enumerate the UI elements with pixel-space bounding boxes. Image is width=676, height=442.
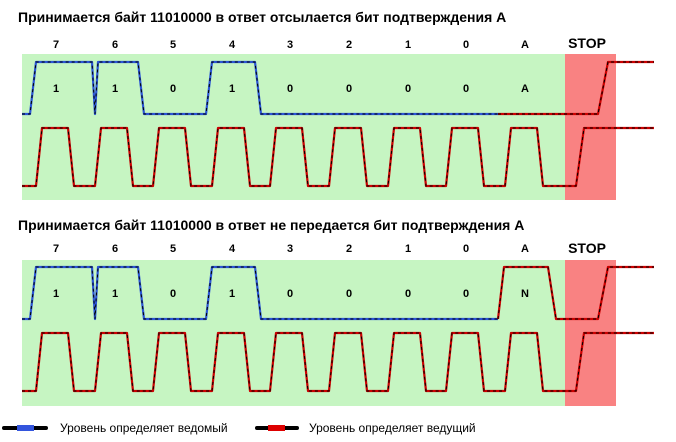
bit-value-label: 1: [112, 288, 118, 300]
bit-value-label: 0: [170, 83, 176, 95]
bit-number-row: 7 6 5 4 3 2 1 0 A: [53, 39, 529, 51]
bit-number-label: A: [521, 243, 529, 255]
bit-value-label: 0: [170, 288, 176, 300]
bit-value-label: 1: [229, 288, 235, 300]
bit-number-label: A: [521, 39, 529, 51]
bit-value-label: 0: [287, 288, 293, 300]
bit-number-label: 5: [170, 39, 176, 51]
stop-label: STOP: [568, 240, 606, 256]
bit-value-label: 0: [346, 288, 352, 300]
sda-slave-segment-dash: [22, 266, 498, 320]
bit-number-label: 7: [53, 39, 59, 51]
bit-number-label: 3: [287, 243, 293, 255]
bit-number-label: 3: [287, 39, 293, 51]
legend-slave-label: Уровень определяет ведомый: [60, 421, 228, 435]
bit-value-label: 1: [53, 83, 59, 95]
bit-value-label: 0: [405, 288, 411, 300]
scl-waveform: [22, 331, 654, 393]
sda-master-segment-dash: [498, 61, 654, 115]
bit-number-label: 2: [346, 39, 352, 51]
bit-value-row: 1 1 0 1 0 0 0 0 A: [53, 83, 529, 95]
legend: Уровень определяет ведомый Уровень опред…: [2, 421, 476, 435]
bit-value-label: 1: [229, 83, 235, 95]
bit-value-label: 1: [53, 288, 59, 300]
bit-number-label: 0: [463, 243, 469, 255]
bit-number-label: 4: [229, 243, 236, 255]
bit-number-label: 2: [346, 243, 352, 255]
scl-clock-line-dash: [22, 127, 654, 187]
bit-number-label: 0: [463, 39, 469, 51]
panel-title: Принимается байт 11010000 в ответ отсыла…: [18, 9, 506, 25]
scl-waveform: [22, 126, 654, 188]
bit-value-label: N: [521, 288, 529, 300]
stop-label: STOP: [568, 35, 606, 51]
bit-number-label: 7: [53, 243, 59, 255]
bit-value-label: A: [521, 83, 529, 95]
bit-number-label: 1: [405, 39, 411, 51]
bit-value-row: 1 1 0 1 0 0 0 0 N: [53, 288, 529, 300]
bit-value-label: 0: [463, 83, 469, 95]
sda-waveform: [22, 60, 654, 116]
panel-title: Принимается байт 11010000 в ответ не пер…: [18, 217, 524, 233]
bit-value-label: 0: [463, 288, 469, 300]
bit-number-row: 7 6 5 4 3 2 1 0 A: [53, 243, 529, 255]
panel-ack-sent: Принимается байт 11010000 в ответ отсыла…: [18, 9, 654, 200]
sda-slave-segment-dash: [22, 61, 498, 115]
sda-master-segment: [496, 265, 654, 321]
bit-number-label: 1: [405, 243, 411, 255]
bit-number-label: 6: [112, 243, 118, 255]
bit-value-label: 0: [405, 83, 411, 95]
bit-number-label: 5: [170, 243, 176, 255]
legend-master-label: Уровень определяет ведущий: [309, 421, 476, 435]
bit-value-label: 1: [112, 83, 118, 95]
panel-ack-not-sent: Принимается байт 11010000 в ответ не пер…: [18, 217, 654, 406]
bit-value-label: 0: [287, 83, 293, 95]
scl-clock-line-dash: [22, 332, 654, 392]
bit-number-label: 6: [112, 39, 118, 51]
sda-waveform: [22, 265, 654, 321]
bit-value-label: 0: [346, 83, 352, 95]
bit-number-label: 4: [229, 39, 236, 51]
